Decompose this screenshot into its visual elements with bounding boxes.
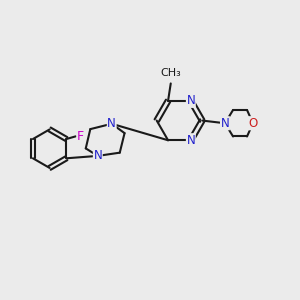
Text: CH₃: CH₃ (160, 68, 181, 78)
Text: O: O (248, 117, 257, 130)
Text: N: N (220, 117, 229, 130)
Text: N: N (107, 117, 116, 130)
Text: N: N (186, 134, 195, 147)
Text: N: N (93, 149, 102, 162)
Text: F: F (77, 130, 84, 143)
Text: N: N (186, 94, 195, 107)
